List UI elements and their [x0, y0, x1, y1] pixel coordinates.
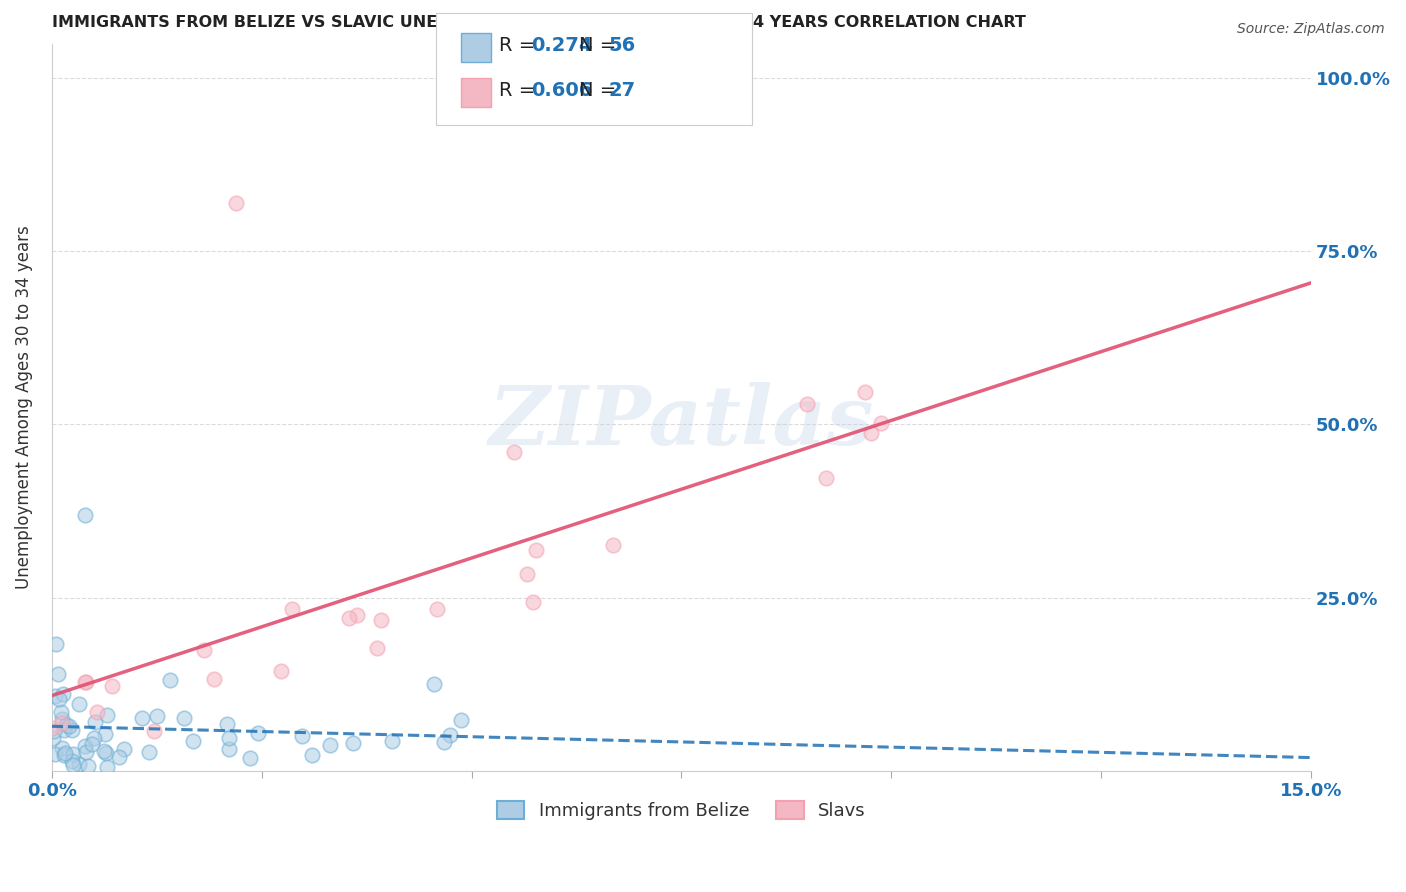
Point [52, 687, 75, 701]
Point [145, 709, 167, 723]
Point [53, 746, 76, 760]
Point [51, 715, 73, 730]
Point [281, 601, 304, 615]
Point [46, 667, 69, 681]
Point [80, 737, 103, 751]
Point [215, 716, 238, 731]
Point [193, 642, 215, 657]
Point [52, 723, 75, 737]
Point [84, 714, 107, 729]
Point [75, 674, 97, 689]
Point [96, 760, 118, 774]
Point [45, 636, 67, 650]
Y-axis label: Unemployment Among Ages 30 to 34 years: Unemployment Among Ages 30 to 34 years [15, 226, 32, 589]
Point [853, 384, 876, 399]
Point [439, 729, 461, 743]
Point [159, 673, 181, 688]
Point [433, 735, 456, 749]
Point [62, 747, 84, 761]
Point [516, 566, 538, 581]
Point [51, 741, 73, 756]
Text: ZIPatlas: ZIPatlas [489, 382, 875, 462]
Point [131, 711, 153, 725]
Point [42, 724, 65, 739]
Point [49, 706, 72, 720]
Point [450, 713, 472, 727]
Point [526, 543, 548, 558]
Point [246, 725, 269, 739]
Point [67, 756, 90, 771]
Point [337, 611, 360, 625]
Point [44, 747, 66, 761]
Text: N =: N = [579, 80, 623, 100]
Point [44, 689, 66, 703]
Point [218, 731, 240, 745]
Point [602, 538, 624, 552]
Point [138, 745, 160, 759]
Point [75, 508, 97, 522]
Point [814, 471, 837, 485]
Point [181, 733, 204, 747]
Point [100, 679, 122, 693]
Point [423, 677, 446, 691]
Text: 56: 56 [609, 36, 636, 55]
Point [142, 723, 165, 738]
Point [41, 721, 63, 735]
Point [83, 731, 105, 745]
Point [204, 673, 226, 687]
Point [319, 738, 342, 752]
Legend: Immigrants from Belize, Slavs: Immigrants from Belize, Slavs [491, 793, 873, 827]
Point [239, 751, 262, 765]
Point [346, 608, 368, 623]
Text: Source: ZipAtlas.com: Source: ZipAtlas.com [1237, 22, 1385, 37]
Point [381, 734, 404, 748]
Point [58, 718, 80, 732]
Point [51, 712, 73, 726]
Point [108, 750, 131, 764]
Point [112, 742, 135, 756]
Point [270, 664, 292, 678]
Point [60, 754, 83, 768]
Point [75, 745, 97, 759]
Point [370, 613, 392, 627]
Point [42, 731, 65, 745]
Text: 0.606: 0.606 [531, 80, 593, 100]
Point [342, 735, 364, 749]
Point [870, 416, 893, 430]
Point [291, 729, 314, 743]
Point [225, 195, 247, 210]
Point [301, 748, 323, 763]
Point [94, 746, 117, 760]
Point [796, 397, 818, 411]
Text: R =: R = [499, 36, 541, 55]
Point [60, 723, 83, 738]
Point [94, 726, 117, 740]
Point [860, 425, 883, 440]
Point [52, 748, 75, 763]
Point [366, 641, 388, 656]
Point [48, 691, 70, 706]
Text: IMMIGRANTS FROM BELIZE VS SLAVIC UNEMPLOYMENT AMONG AGES 30 TO 34 YEARS CORRELAT: IMMIGRANTS FROM BELIZE VS SLAVIC UNEMPLO… [52, 15, 1025, 30]
Point [73, 739, 96, 753]
Point [93, 744, 115, 758]
Point [62, 758, 84, 772]
Point [55, 718, 77, 732]
Text: 0.274: 0.274 [531, 36, 593, 55]
Point [522, 595, 544, 609]
Point [67, 697, 90, 711]
Point [502, 445, 524, 459]
Point [218, 742, 240, 756]
Text: R =: R = [499, 80, 541, 100]
Text: 27: 27 [609, 80, 636, 100]
Point [86, 705, 108, 719]
Point [96, 707, 118, 722]
Point [426, 601, 449, 615]
Point [173, 711, 195, 725]
Point [73, 675, 96, 690]
Text: N =: N = [579, 36, 623, 55]
Point [76, 758, 98, 772]
